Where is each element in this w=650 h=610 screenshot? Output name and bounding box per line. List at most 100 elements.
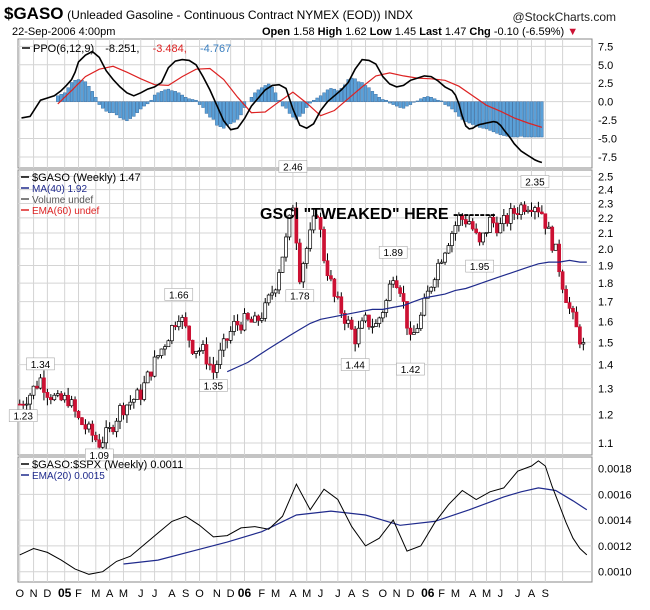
candle-body [432, 279, 437, 288]
brand: @StockCharts.com [512, 10, 616, 24]
candle-body [80, 417, 84, 426]
candle-body [249, 318, 254, 323]
ppo-tick-label: 7.5 [598, 41, 613, 53]
candle-body [308, 229, 313, 249]
candle-body [263, 302, 268, 319]
price-label: 1.09 [90, 451, 110, 462]
price-label: 1.89 [383, 248, 403, 259]
price-label: 2.46 [283, 163, 303, 174]
candle-body [97, 439, 102, 448]
candle-body [474, 228, 479, 234]
histogram-bar [111, 101, 115, 113]
histogram-bar [536, 101, 541, 138]
x-tick-label: F [258, 588, 265, 600]
candle-body [425, 290, 430, 299]
ppo-tick-label: -5.0 [598, 134, 617, 146]
candle-body [380, 312, 385, 319]
histogram-bar [159, 91, 164, 102]
histogram-bar [481, 101, 485, 129]
candle-body [564, 288, 568, 303]
price-tick-label: 1.2 [598, 410, 613, 422]
histogram-bar [146, 101, 150, 105]
x-tick-label: J [138, 588, 144, 600]
histogram-bar [156, 92, 160, 102]
candle-body [62, 394, 67, 401]
date: 22-Sep-2006 4:00pm [12, 26, 116, 38]
histogram-bar [415, 100, 420, 102]
candle-body [38, 377, 43, 389]
histogram-bar [222, 101, 226, 129]
last-label: Last [419, 26, 442, 38]
price-tick-label: 1.9 [598, 261, 613, 273]
description: (Unleaded Gasoline - Continuous Contract… [67, 8, 381, 22]
histogram-bar [197, 101, 202, 105]
candle-body [412, 332, 416, 335]
histogram-bar [315, 97, 319, 102]
ppo-legend-item: -3.484, [153, 43, 187, 55]
price-tick-label: 2.3 [598, 199, 613, 211]
candle-body [173, 325, 178, 328]
x-tick-label: M [271, 588, 280, 600]
candle-body [190, 339, 195, 354]
histogram-bar [505, 101, 509, 137]
candle-body [183, 317, 188, 327]
ratio-legend-item: EMA(20) 0.0015 [32, 471, 105, 482]
price-tick-label: 2.1 [598, 228, 613, 240]
candle-body [225, 338, 230, 341]
candle-body [131, 399, 136, 403]
candle-body [505, 215, 510, 224]
candle-body [246, 313, 250, 320]
candle-body [259, 317, 264, 321]
histogram-bar [294, 101, 298, 120]
ppo-tick-label: 5.0 [598, 60, 613, 72]
candle-body [107, 427, 112, 429]
histogram-bar [370, 91, 375, 102]
candle-body [194, 350, 198, 354]
x-tick-label: M [119, 588, 128, 600]
candle-body [28, 394, 32, 405]
x-tick-label: S [182, 588, 189, 600]
candle-body [301, 263, 306, 283]
histogram-bar [211, 101, 215, 120]
candle-body [59, 393, 64, 401]
histogram-bar [540, 101, 544, 138]
candle-body [156, 355, 160, 358]
histogram-bar [108, 101, 112, 113]
candle-body [176, 321, 181, 328]
candle-body [280, 256, 285, 273]
candle-body [356, 327, 361, 345]
candle-body [239, 324, 243, 331]
ma40-line [226, 259, 587, 373]
x-tick-label: F [438, 588, 445, 600]
candle-body [125, 404, 129, 416]
histogram-bar [356, 81, 361, 102]
candle-body [114, 420, 119, 433]
candle-body [367, 314, 371, 328]
tweaked-annotation: GSCI "TWEAKED" HERE -------- [260, 206, 496, 223]
histogram-bar [408, 101, 413, 105]
price-label-box [26, 357, 55, 371]
histogram-bar [76, 79, 81, 102]
histogram-bar [308, 101, 312, 104]
candle-body [470, 221, 475, 230]
price-label: 1.78 [290, 292, 310, 303]
candle-body [387, 283, 392, 301]
histogram-bar [280, 101, 285, 107]
candle-body [111, 427, 115, 433]
x-tick-label: 06 [238, 586, 252, 600]
candle-body [495, 222, 499, 234]
price-legend-item: $GASO (Weekly) 1.47 [32, 172, 141, 184]
histogram-bar [177, 92, 181, 102]
exchange: INDX [384, 8, 413, 22]
x-tick-label: A [469, 588, 477, 600]
histogram-bar [166, 88, 171, 102]
candle-body [204, 344, 209, 365]
histogram-bar [474, 101, 478, 127]
candle-body [55, 393, 60, 396]
x-tick-label: J [515, 588, 521, 600]
candle-body [266, 294, 271, 304]
candle-body [491, 216, 496, 224]
histogram-bar [312, 99, 316, 102]
x-tick-label: N [213, 588, 221, 600]
